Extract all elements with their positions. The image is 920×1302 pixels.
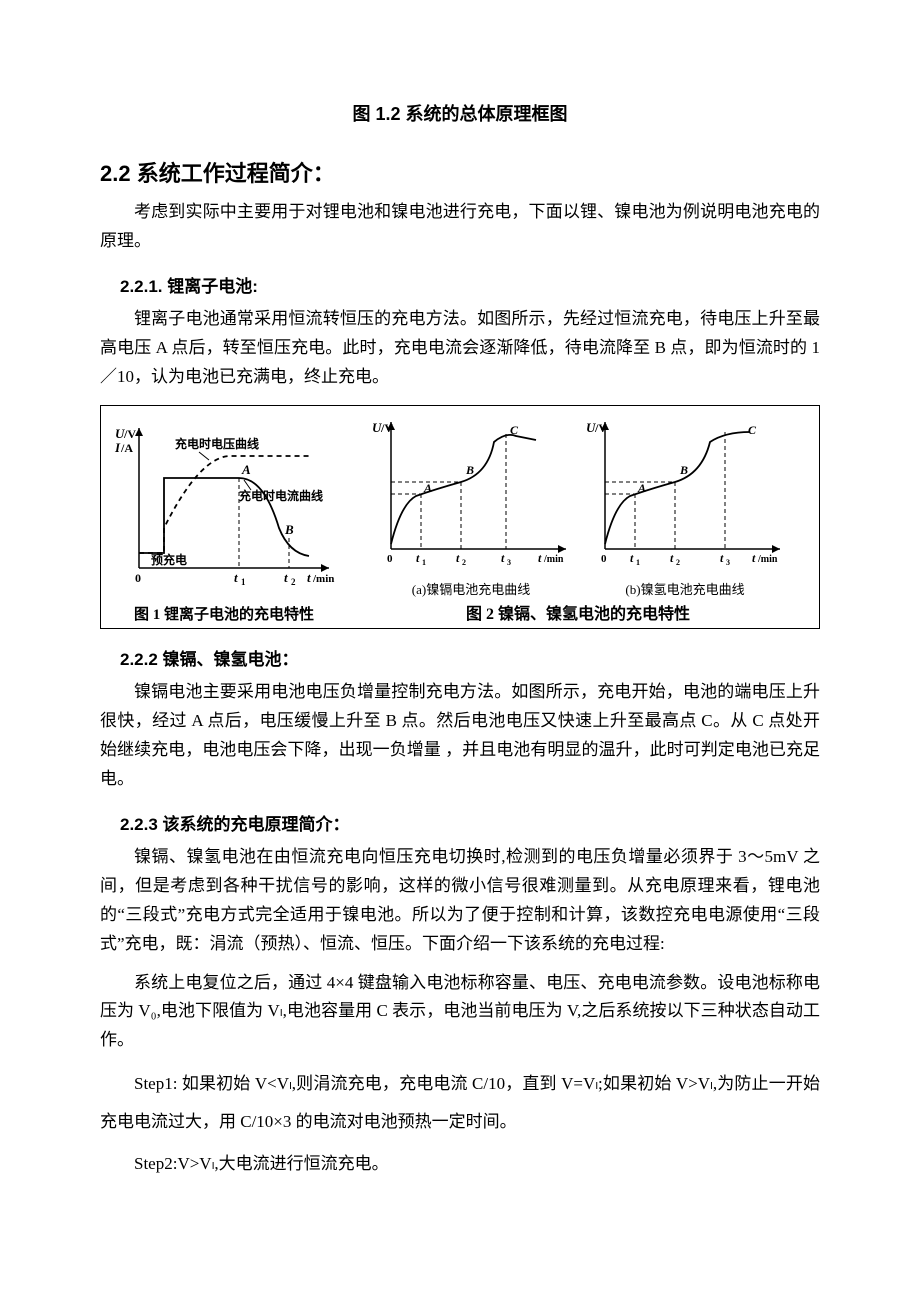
figure-1: U/V I/A A B 充电时电压曲线 充电时电流曲线 预充电 0 bbox=[109, 418, 339, 624]
paragraph-nicd: 镍镉电池主要采用电池电压负增量控制充电方法。如图所示，充电开始，电池的端电压上升… bbox=[100, 678, 820, 794]
svg-text:/min: /min bbox=[757, 554, 778, 565]
svg-text:1: 1 bbox=[241, 577, 246, 587]
svg-text:3: 3 bbox=[507, 558, 511, 567]
svg-text:t: t bbox=[538, 551, 542, 565]
svg-text:B: B bbox=[679, 463, 688, 477]
figure-2a-svg: U/V A B C bbox=[366, 414, 576, 574]
paragraph-principle-2: 系统上电复位之后，通过 4×4 键盘输入电池标称容量、电压、充电电流参数。设电池… bbox=[100, 969, 820, 1056]
paragraph-lithium: 锂离子电池通常采用恒流转恒压的充电方法。如图所示，先经过恒流充电，待电压上升至最… bbox=[100, 305, 820, 392]
paragraph-principle-1: 镍镉、镍氢电池在由恒流充电向恒压充电切换时,检测到的电压负增量必须界于 3～5m… bbox=[100, 843, 820, 959]
svg-text:/V: /V bbox=[123, 427, 136, 441]
svg-text:/min: /min bbox=[543, 554, 564, 565]
paragraph-intro: 考虑到实际中主要用于对锂电池和镍电池进行充电，下面以锂、镍电池为例说明电池充电的… bbox=[100, 198, 820, 256]
svg-text:A: A bbox=[423, 481, 432, 495]
svg-text:0: 0 bbox=[601, 553, 607, 565]
fig1-voltage-label: 充电时电压曲线 bbox=[175, 436, 259, 451]
svg-text:t: t bbox=[307, 570, 311, 585]
svg-text:2: 2 bbox=[291, 577, 296, 587]
svg-text:t: t bbox=[501, 551, 505, 565]
svg-text:t: t bbox=[670, 551, 674, 565]
svg-text:2: 2 bbox=[462, 558, 466, 567]
figure-2a: U/V A B C bbox=[366, 414, 576, 598]
svg-text:B: B bbox=[465, 463, 474, 477]
document-page: 图 1.2 系统的总体原理框图 2.2 系统工作过程简介： 考虑到实际中主要用于… bbox=[0, 0, 920, 1302]
figure-1-svg: U/V I/A A B 充电时电压曲线 充电时电流曲线 预充电 0 bbox=[109, 418, 339, 598]
heading-2-2-3: 2.2.3 该系统的充电原理简介： bbox=[120, 810, 820, 835]
svg-text:0: 0 bbox=[387, 553, 393, 565]
svg-text:A: A bbox=[241, 462, 251, 477]
svg-text:t: t bbox=[630, 551, 634, 565]
figure-2-caption: 图 2 镍镉、镍氢电池的充电特性 bbox=[345, 600, 811, 624]
svg-text:t: t bbox=[752, 551, 756, 565]
figure-2b-svg: U/V A B C 0 t1 t2 t3 bbox=[580, 414, 790, 574]
figure-2: U/V A B C bbox=[345, 414, 811, 624]
svg-text:t: t bbox=[720, 551, 724, 565]
svg-text:t: t bbox=[234, 570, 238, 585]
fig1-current-label: 充电时电流曲线 bbox=[239, 488, 323, 503]
svg-text:C: C bbox=[748, 423, 757, 437]
svg-text:t: t bbox=[284, 570, 288, 585]
figure-container: U/V I/A A B 充电时电压曲线 充电时电流曲线 预充电 0 bbox=[100, 405, 820, 629]
heading-2-2-1: 2.2.1. 锂离子电池: bbox=[120, 272, 820, 297]
paragraph-step2: Step2:V>Vₗ,大电流进行恒流充电。 bbox=[100, 1150, 820, 1179]
svg-text:2: 2 bbox=[676, 558, 680, 567]
svg-text:/V: /V bbox=[380, 421, 393, 435]
svg-text:A: A bbox=[637, 481, 646, 495]
svg-text:t: t bbox=[456, 551, 460, 565]
svg-text:/min: /min bbox=[312, 573, 334, 585]
svg-text:0: 0 bbox=[135, 571, 141, 585]
svg-text:/V: /V bbox=[594, 421, 607, 435]
figure-2a-caption: (a)镍镉电池充电曲线 bbox=[366, 579, 576, 598]
figure-1-2-title: 图 1.2 系统的总体原理框图 bbox=[100, 100, 820, 126]
figure-1-caption: 图 1 锂离子电池的充电特性 bbox=[109, 603, 339, 624]
figure-2b-caption: (b)镍氢电池充电曲线 bbox=[580, 579, 790, 598]
heading-2-2: 2.2 系统工作过程简介： bbox=[100, 156, 820, 188]
svg-text:t: t bbox=[416, 551, 420, 565]
svg-text:1: 1 bbox=[636, 558, 640, 567]
svg-text:1: 1 bbox=[422, 558, 426, 567]
svg-text:I: I bbox=[114, 440, 121, 455]
svg-text:3: 3 bbox=[726, 558, 730, 567]
figure-2b: U/V A B C 0 t1 t2 t3 bbox=[580, 414, 790, 598]
paragraph-step1: Step1: 如果初始 V<Vₗ,则涓流充电，充电电流 C/10，直到 V=Vₗ… bbox=[100, 1065, 820, 1140]
svg-text:/A: /A bbox=[120, 441, 133, 455]
fig1-precharge-label: 预充电 bbox=[151, 552, 187, 567]
heading-2-2-2: 2.2.2 镍镉、镍氢电池： bbox=[120, 645, 820, 670]
svg-text:C: C bbox=[510, 423, 519, 437]
svg-text:B: B bbox=[284, 522, 294, 537]
